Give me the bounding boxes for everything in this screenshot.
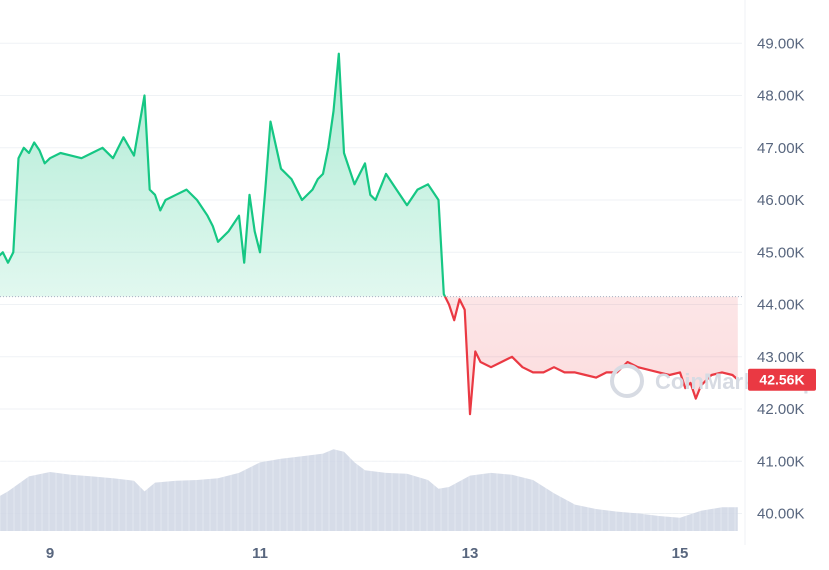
x-tick-label: 13 — [462, 545, 479, 562]
y-tick-label: 40.00K — [757, 506, 805, 523]
y-tick-label: 41.00K — [757, 453, 805, 470]
price-lines — [0, 52, 739, 416]
y-tick-label: 48.00K — [757, 88, 805, 105]
y-tick-label: 43.00K — [757, 349, 805, 366]
x-tick-label: 11 — [252, 545, 268, 562]
price-areas — [0, 53, 738, 415]
current-price-box — [748, 368, 816, 391]
current-price-label: 42.56K — [759, 372, 804, 388]
y-tick-label: 45.00K — [757, 244, 805, 261]
price-line-down — [443, 296, 739, 416]
y-axis-ticks: 40.00K 41.00K 42.00K 43.00K 44.00K 45.00K 46.0… — [757, 35, 805, 522]
current-price-badge: 42.56K — [748, 368, 816, 391]
volume-area — [0, 449, 738, 531]
y-tick-label: 46.00K — [757, 192, 805, 209]
y-tick-label: 44.00K — [757, 297, 805, 314]
volume-bars — [0, 440, 738, 531]
price-line-up — [0, 52, 447, 297]
x-axis-ticks: 9 11 13 15 — [46, 545, 689, 562]
area-below-reference — [0, 296, 738, 415]
y-tick-label: 49.00K — [757, 35, 805, 52]
coinmarketcap-logo-icon — [610, 364, 644, 398]
x-tick-label: 9 — [46, 545, 54, 562]
y-tick-label: 47.00K — [757, 140, 805, 157]
y-tick-label: 42.00K — [757, 401, 805, 418]
x-tick-label: 15 — [672, 545, 689, 562]
